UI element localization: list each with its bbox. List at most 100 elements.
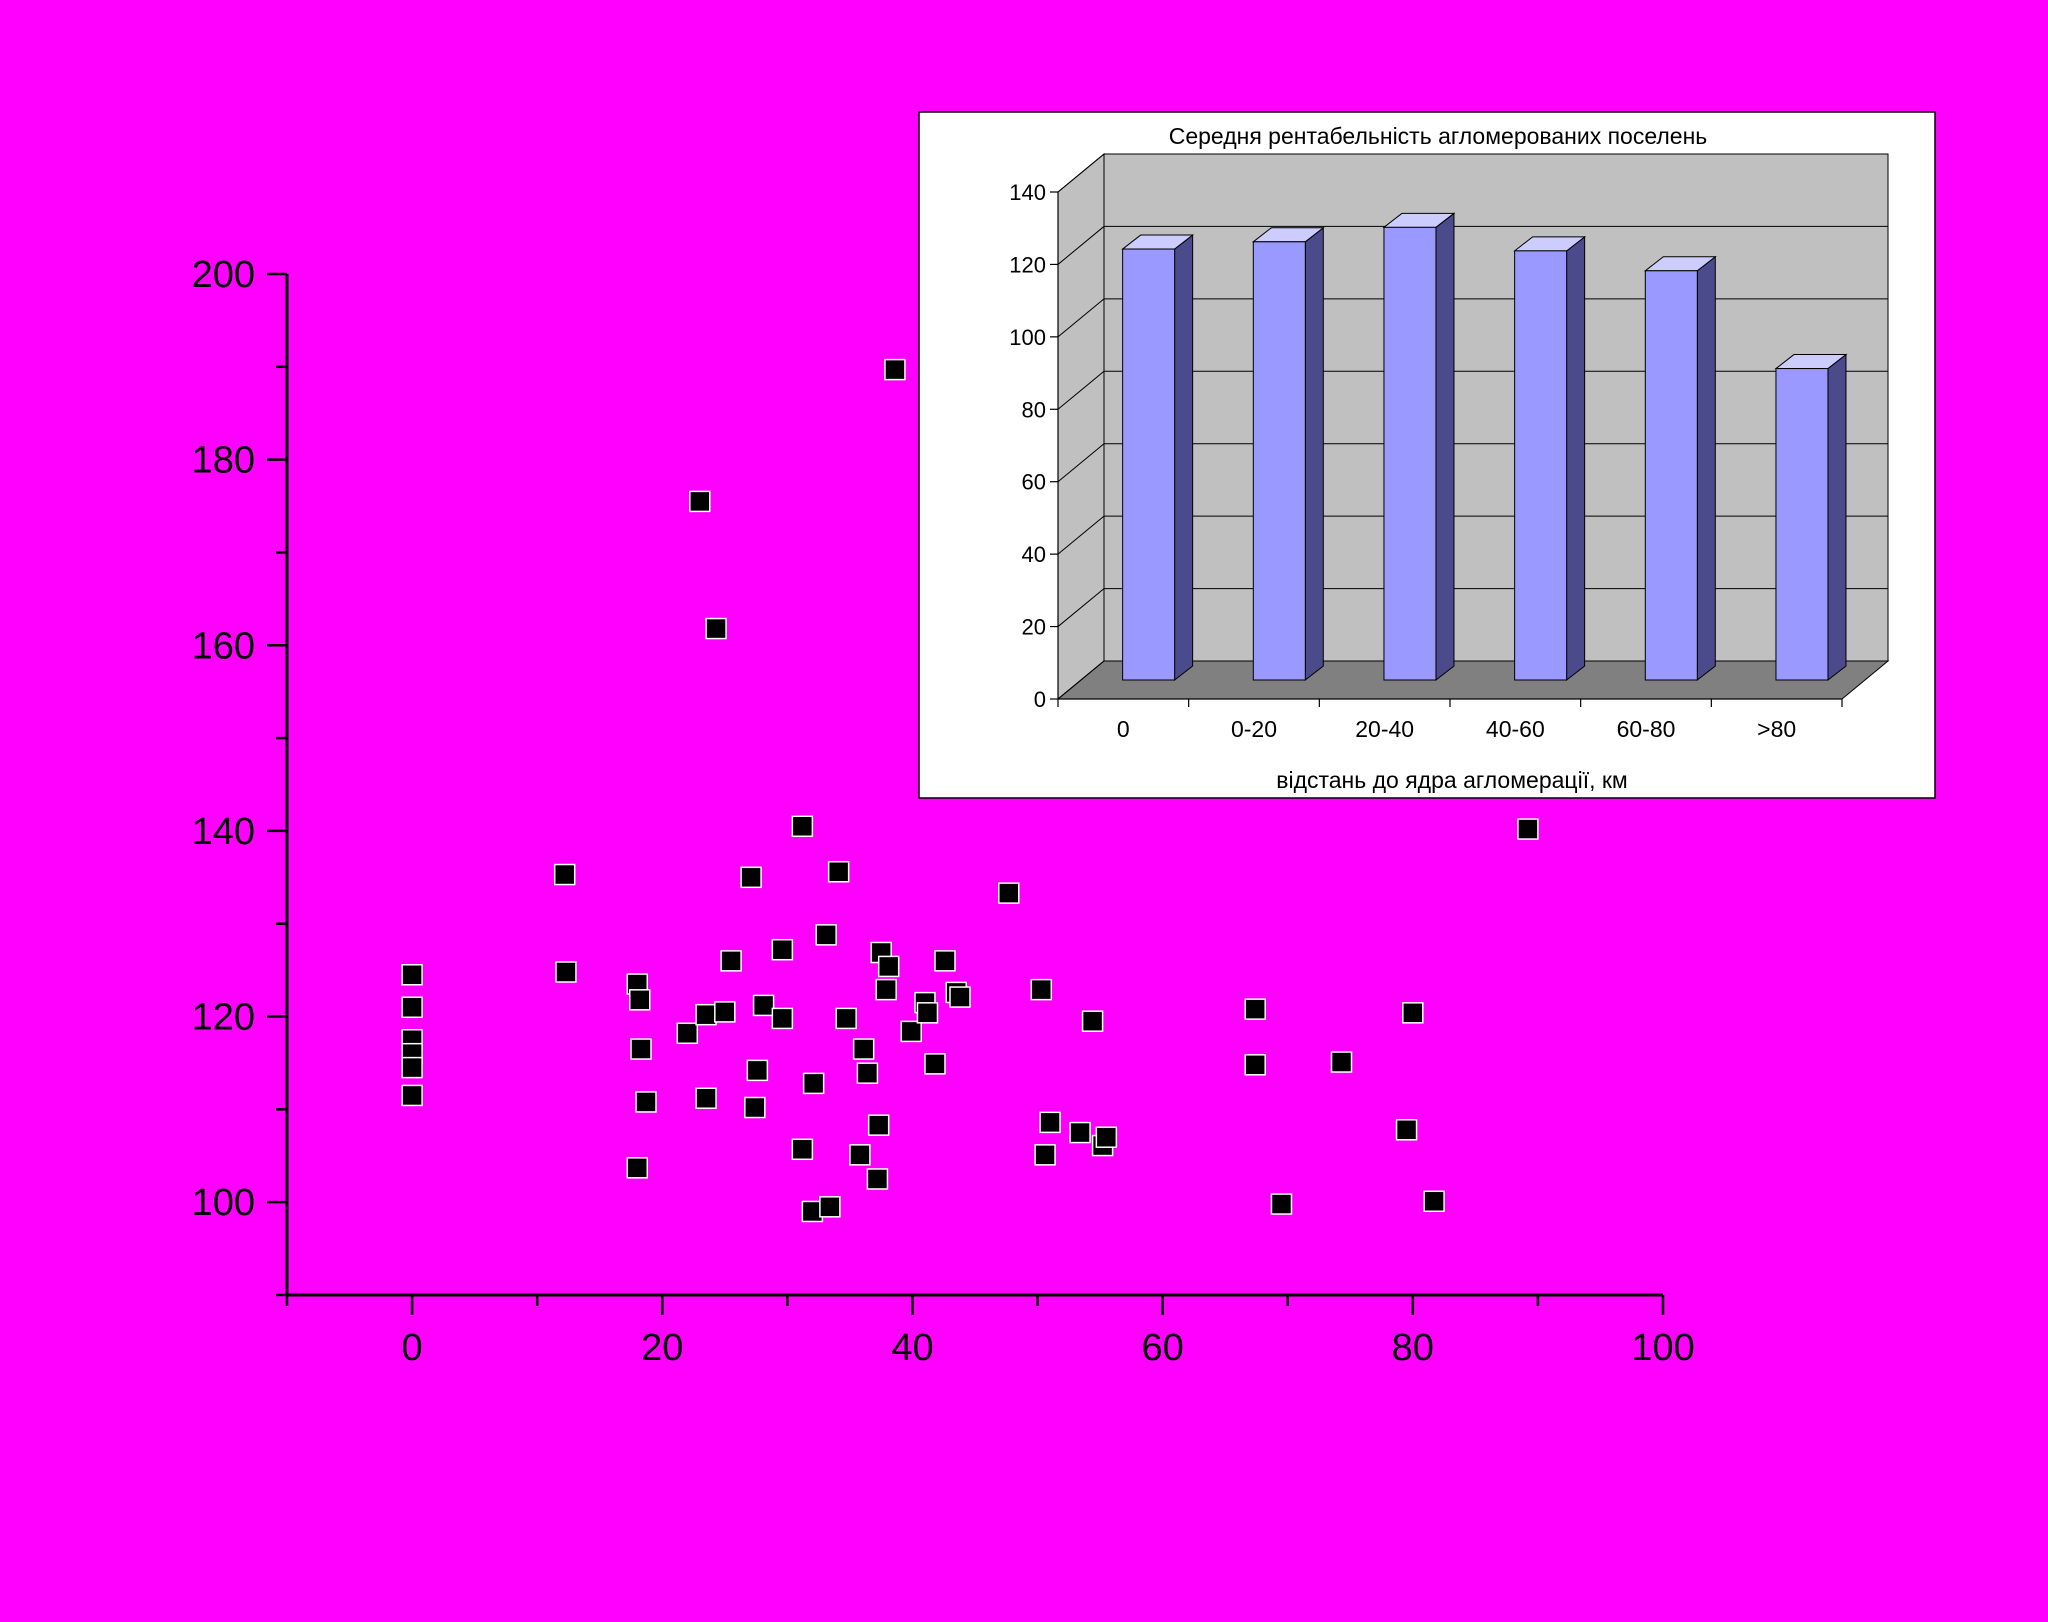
data-point <box>555 961 577 983</box>
scatter-axes <box>267 272 1665 1315</box>
data-point <box>866 1168 889 1190</box>
data-point <box>676 1022 699 1045</box>
inset-y-tick-label: 120 <box>1009 252 1046 277</box>
x-tick-label: 100 <box>1631 1327 1694 1369</box>
gridline <box>1057 225 1888 265</box>
data-point <box>401 1084 423 1107</box>
data-point <box>1081 1010 1104 1032</box>
gridline <box>1057 370 1888 410</box>
data-point <box>1423 1190 1445 1213</box>
data-point <box>1030 978 1053 1001</box>
x-tick-label: 40 <box>891 1327 933 1369</box>
data-point <box>740 866 762 889</box>
data-point <box>835 1007 857 1030</box>
data-point <box>1402 1002 1424 1024</box>
inset-x-axis-label: відстань до ядра агломерації, км <box>1276 767 1628 793</box>
inset-chart-title: Середня рентабельність агломерованих пос… <box>1169 123 1708 149</box>
data-point <box>629 989 651 1011</box>
data-point <box>1244 998 1266 1020</box>
data-point <box>949 986 971 1008</box>
inset-x-tick-labels: 0 0-20 20-40 40-60 60-80 >80 <box>1117 716 1796 742</box>
data-point <box>1039 1111 1061 1134</box>
scatter-points <box>401 358 1539 1223</box>
data-point <box>1095 1126 1118 1148</box>
data-point <box>714 1001 736 1023</box>
inset-x-tick-label: 0 <box>1117 716 1130 742</box>
data-point <box>791 1138 814 1161</box>
data-point <box>626 1157 649 1179</box>
inset-y-tick-label: 60 <box>1022 470 1046 495</box>
inset-x-tick-label: 20-40 <box>1355 716 1414 742</box>
data-point <box>746 1059 769 1082</box>
x-tick-label: 60 <box>1141 1327 1183 1369</box>
data-point <box>852 1038 875 1060</box>
inset-y-tick-label: 140 <box>1009 180 1046 205</box>
x-tick-label: 0 <box>402 1327 423 1369</box>
bar <box>1514 250 1568 681</box>
data-point <box>1330 1051 1353 1073</box>
y-tick-label: 140 <box>192 811 255 853</box>
data-point <box>1395 1119 1418 1141</box>
data-point <box>695 1087 717 1109</box>
inset-y-tick-label: 40 <box>1022 542 1046 567</box>
back-wall <box>1103 153 1889 662</box>
data-point <box>1034 1144 1056 1166</box>
data-point <box>401 996 423 1019</box>
y-tick-label: 200 <box>192 254 255 296</box>
y-tick-label: 100 <box>192 1182 255 1224</box>
y-tick-label: 120 <box>192 997 255 1039</box>
inset-y-tick-label: 100 <box>1009 325 1046 350</box>
scatter-y-tick-labels: 100 120 140 160 180 200 <box>192 254 255 1224</box>
x-tick-label: 80 <box>1392 1327 1434 1369</box>
data-point <box>916 1002 939 1024</box>
inset-x-tick-label: 60-80 <box>1617 716 1676 742</box>
inset-y-tick-label: 20 <box>1022 615 1046 640</box>
y-tick-label: 160 <box>192 625 255 667</box>
data-point <box>1270 1193 1293 1215</box>
inset-bars <box>1121 212 1848 682</box>
bar-side <box>1174 234 1194 682</box>
bar-side <box>1696 255 1716 682</box>
data-point <box>553 863 576 886</box>
inset-y-tick-labels: 0 20 40 60 80 100 120 140 <box>1009 180 1046 712</box>
bar-side <box>1304 226 1324 682</box>
bar-side <box>1566 235 1586 682</box>
data-point <box>1244 1054 1266 1076</box>
data-point <box>1517 818 1539 840</box>
data-point <box>802 1072 825 1095</box>
inset-x-tick-label: >80 <box>1757 716 1796 742</box>
data-point <box>630 1038 652 1060</box>
data-point <box>401 1056 423 1079</box>
bar <box>1252 241 1306 681</box>
data-point <box>705 617 727 640</box>
data-point <box>900 1020 922 1043</box>
bar <box>1775 368 1829 681</box>
data-point <box>815 924 837 946</box>
gridline <box>1057 443 1888 483</box>
scatter-x-tick-labels: 0 20 40 60 80 100 <box>402 1327 1695 1369</box>
gridline <box>1057 153 1888 193</box>
gridline <box>1057 588 1888 627</box>
data-point <box>877 955 900 978</box>
gridline <box>1057 660 1888 700</box>
inset-y-tick-label: 0 <box>1034 687 1046 712</box>
y-tick-label: 180 <box>192 440 255 482</box>
data-point <box>827 860 850 883</box>
data-point <box>720 950 742 972</box>
data-point <box>867 1114 890 1136</box>
data-point <box>856 1062 879 1084</box>
data-point <box>998 882 1020 904</box>
data-point <box>695 1003 717 1026</box>
bar <box>1644 270 1698 681</box>
inset-x-tick-label: 40-60 <box>1486 716 1545 742</box>
bar <box>1122 248 1176 681</box>
inset-x-tick-label: 0-20 <box>1231 716 1277 742</box>
bar-side <box>1827 353 1847 682</box>
x-tick-label: 20 <box>641 1327 683 1369</box>
inset-bar-chart: Середня рентабельність агломерованих пос… <box>918 111 1936 799</box>
data-point <box>771 1007 794 1030</box>
data-point <box>771 938 794 961</box>
data-point <box>752 994 775 1017</box>
